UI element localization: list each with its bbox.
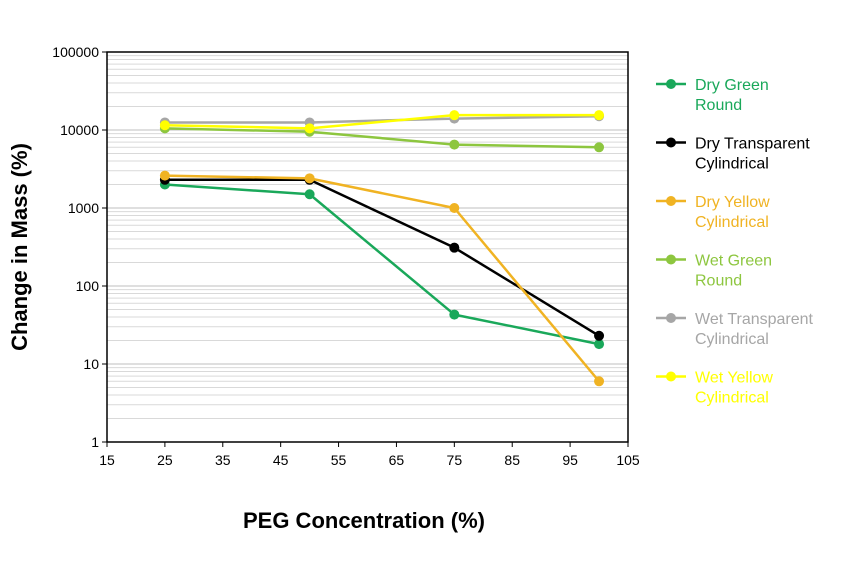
y-tick-label: 1000 xyxy=(68,200,99,216)
legend-swatch-marker xyxy=(666,371,676,382)
x-tick-label: 75 xyxy=(447,452,463,468)
legend-swatch-marker xyxy=(666,137,676,148)
legend-swatch-marker xyxy=(666,196,676,206)
data-point xyxy=(159,170,170,181)
series-line xyxy=(164,113,600,130)
legend-label: Cylindrical xyxy=(695,390,769,407)
y-tick-label: 100 xyxy=(76,278,100,294)
series-5 xyxy=(159,111,605,128)
legend-label: Round xyxy=(695,97,742,114)
y-tick-label: 10000 xyxy=(60,122,99,138)
x-tick-label: 65 xyxy=(389,452,405,468)
legend-label: Dry Green xyxy=(695,77,769,94)
legend-label: Cylindrical xyxy=(695,156,769,173)
legend-item: Dry Green Round xyxy=(656,77,769,114)
legend-label: Dry Transparent xyxy=(695,136,810,153)
x-tick-label: 95 xyxy=(562,452,578,468)
legend-label: Wet Green xyxy=(695,253,772,270)
data-point xyxy=(449,309,460,320)
legend-label: Dry Yellow xyxy=(695,194,770,211)
y-axis-ticks: 1 10 100 1000 10000 100000 xyxy=(52,44,107,450)
plot-area-frame xyxy=(106,51,629,443)
data-point xyxy=(449,110,460,121)
legend-item: Dry Yellow Cylindrical xyxy=(656,194,770,231)
legend-swatch-marker xyxy=(666,313,676,323)
data-point xyxy=(449,242,460,253)
series-6 xyxy=(159,110,605,134)
y-tick-label: 10 xyxy=(83,356,99,372)
x-tick-label: 25 xyxy=(157,452,173,468)
series-2 xyxy=(159,174,605,341)
x-tick-label: 45 xyxy=(273,452,289,468)
legend-label: Wet Yellow xyxy=(695,370,773,387)
data-point xyxy=(449,139,460,150)
x-tick-label: 105 xyxy=(616,452,640,468)
series-line xyxy=(164,174,601,383)
data-point xyxy=(449,203,460,213)
data-point xyxy=(159,120,170,131)
data-point xyxy=(594,142,605,153)
data-point xyxy=(594,339,605,350)
data-point xyxy=(594,110,605,121)
legend: Dry Green Round Dry Transparent Cylindrical… xyxy=(656,77,814,407)
legend-swatch-marker xyxy=(666,254,676,265)
series-line xyxy=(164,178,600,337)
grid xyxy=(107,55,628,443)
x-axis-title: PEG Concentration (%) xyxy=(243,508,485,533)
x-tick-label: 55 xyxy=(331,452,347,468)
y-axis-title: Change in Mass (%) xyxy=(7,143,32,351)
legend-label: Cylindrical xyxy=(695,214,769,231)
data-point xyxy=(304,123,315,134)
legend-item: Wet Green Round xyxy=(656,253,772,290)
data-point xyxy=(304,189,315,200)
y-tick-label: 1 xyxy=(91,434,99,450)
x-tick-label: 35 xyxy=(215,452,231,468)
series-3 xyxy=(159,170,605,387)
legend-label: Cylindrical xyxy=(695,331,769,348)
legend-item: Wet Transparent Cylindrical xyxy=(656,311,814,348)
data-point xyxy=(594,330,605,341)
series-line xyxy=(164,183,600,346)
series-1 xyxy=(159,179,605,350)
legend-swatch-marker xyxy=(666,79,676,89)
x-tick-label: 85 xyxy=(504,452,520,468)
data-point xyxy=(594,376,605,387)
series-layer xyxy=(159,110,605,387)
series-line xyxy=(164,127,600,149)
x-axis-ticks: 15 25 35 45 55 65 75 85 95 105 xyxy=(99,442,640,468)
data-point xyxy=(304,173,315,184)
legend-item: Dry Transparent Cylindrical xyxy=(656,136,810,173)
legend-item: Wet Yellow Cylindrical xyxy=(656,370,773,407)
y-tick-label: 100000 xyxy=(52,44,99,60)
legend-label: Round xyxy=(695,273,742,290)
x-tick-label: 15 xyxy=(99,452,115,468)
legend-label: Wet Transparent xyxy=(695,311,814,328)
